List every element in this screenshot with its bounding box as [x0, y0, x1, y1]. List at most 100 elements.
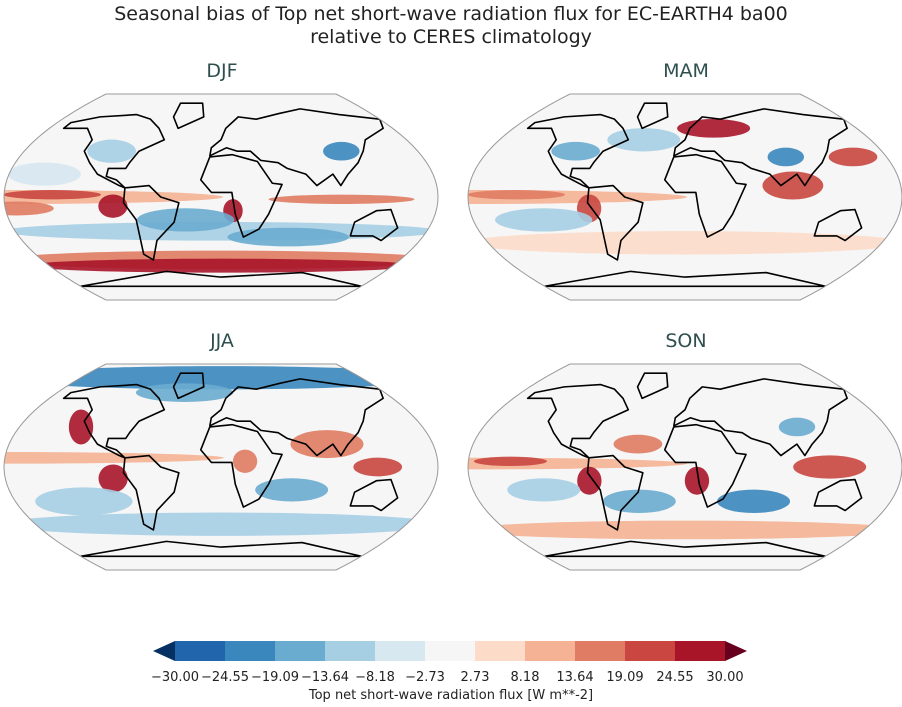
coastline-an: [543, 270, 827, 288]
colorbar-tick-label: 8.18: [510, 670, 540, 685]
bias-region: [4, 201, 54, 216]
map-djf: [3, 93, 439, 301]
colorbar-tick-label: 24.55: [656, 670, 694, 685]
colorbar-bin: [225, 641, 276, 661]
colorbar-tick-label: −24.55: [200, 670, 250, 685]
bias-region: [353, 457, 403, 477]
colorbar-tick-label: −13.64: [300, 670, 350, 685]
bias-region: [232, 449, 258, 473]
bias-region: [87, 139, 136, 163]
colorbar-bin: [675, 641, 726, 661]
colorbar: [153, 641, 747, 661]
colorbar-tick-label: 13.64: [556, 670, 594, 685]
coastline-sa: [586, 184, 644, 261]
colorbar-label: Top net short-wave radiation flux [W m**…: [308, 688, 594, 703]
coastline-na: [526, 113, 630, 189]
figure-title-line1: Seasonal bias of Top net short-wave radi…: [114, 3, 788, 25]
bias-region: [135, 383, 234, 402]
coastline-eu: [209, 108, 384, 187]
map-boundary: [467, 363, 902, 571]
coastline-eu: [673, 378, 848, 457]
bias-region: [607, 128, 681, 152]
coastline-au: [813, 478, 863, 512]
bias-region: [602, 489, 676, 513]
coastline-an: [79, 540, 363, 558]
bias-region: [473, 456, 547, 466]
coastline-sa: [586, 454, 644, 531]
colorbar-bin: [425, 641, 476, 661]
map-boundary: [3, 363, 439, 571]
colorbar-bin: [325, 641, 376, 661]
coastline-gl: [172, 372, 205, 400]
colorbar-bin: [275, 641, 326, 661]
panel-title-mam: MAM: [663, 60, 709, 82]
coastline-au: [813, 208, 863, 242]
coastline-gl: [636, 102, 669, 130]
bias-region: [495, 208, 593, 232]
colorbar-extend-high: [725, 641, 747, 661]
colorbar-tick-label: −2.73: [405, 670, 445, 685]
coastline-eu: [673, 108, 848, 187]
colorbar-tick-label: −19.09: [250, 670, 300, 685]
panel-title-son: SON: [665, 330, 707, 352]
coastline-sa: [122, 184, 180, 261]
coastline-na: [62, 383, 166, 459]
bias-region: [684, 466, 710, 495]
bias-region: [677, 119, 751, 138]
bias-region: [137, 208, 235, 232]
colorbar-bin: [625, 641, 676, 661]
coastline-an: [79, 270, 363, 288]
bias-region: [717, 489, 791, 513]
colorbar-tick-label: −30.00: [150, 670, 200, 685]
coastline-af: [663, 423, 747, 508]
colorbar-bin: [525, 641, 576, 661]
colorbar-extend-low: [153, 641, 175, 661]
bias-region: [767, 147, 805, 167]
bias-region: [793, 455, 867, 479]
colorbar-bin: [575, 641, 626, 661]
bias-region: [323, 141, 360, 161]
coastline-au: [349, 208, 399, 242]
map-mam: [467, 93, 902, 301]
coastline-an: [543, 540, 827, 558]
map-boundary: [467, 93, 902, 301]
colorbar-tick-label: −8.18: [355, 670, 395, 685]
bias-region: [26, 258, 416, 273]
bias-region: [227, 227, 350, 247]
colorbar-bin: [175, 641, 226, 661]
bias-region: [507, 478, 581, 502]
map-son: [467, 363, 902, 571]
bias-region: [98, 194, 128, 218]
colorbar-bin: [475, 641, 526, 661]
coastline-au: [349, 478, 399, 512]
bias-region: [613, 434, 663, 454]
bias-region: [35, 487, 133, 516]
bias-region: [468, 190, 687, 204]
panel-title-jja: JJA: [210, 330, 234, 352]
coastline-af: [663, 153, 747, 238]
bias-region: [268, 194, 415, 204]
bias-region: [468, 231, 902, 255]
coastline-af: [199, 423, 283, 508]
coastline-na: [62, 113, 166, 189]
bias-region: [98, 464, 128, 493]
bias-region: [4, 512, 438, 536]
bias-region: [828, 147, 878, 167]
coastline-gl: [172, 102, 205, 130]
coastline-gl: [636, 372, 669, 400]
bias-region: [7, 162, 81, 186]
bias-region: [762, 171, 824, 200]
colorbar-bin: [375, 641, 426, 661]
bias-region: [551, 141, 600, 161]
figure-title-line2: relative to CERES climatology: [310, 26, 592, 48]
map-boundary: [3, 93, 439, 301]
bias-region: [468, 190, 565, 200]
colorbar-tick-label: 30.00: [706, 670, 744, 685]
coastline-eu: [209, 378, 384, 457]
colorbar-tick-label: 2.73: [460, 670, 490, 685]
bias-region: [290, 430, 364, 459]
bias-region: [4, 190, 101, 200]
bias-region: [255, 478, 329, 502]
bias-region: [778, 417, 816, 437]
panel-title-djf: DJF: [206, 60, 238, 82]
